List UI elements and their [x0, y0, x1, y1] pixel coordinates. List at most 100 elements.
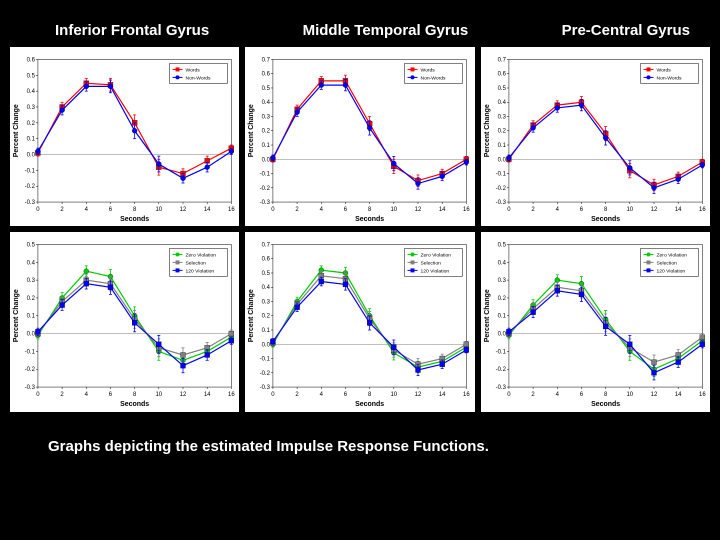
svg-text:4: 4 [320, 393, 324, 399]
svg-text:Percent Change: Percent Change [13, 104, 20, 157]
svg-text:Zero Violation: Zero Violation [421, 253, 452, 259]
svg-text:2: 2 [60, 393, 64, 399]
svg-text:16: 16 [228, 207, 235, 213]
svg-text:Seconds: Seconds [120, 401, 149, 408]
svg-text:Selection: Selection [656, 261, 677, 267]
svg-text:Zero Violation: Zero Violation [185, 253, 216, 259]
svg-text:0.3: 0.3 [27, 105, 36, 111]
svg-text:16: 16 [699, 393, 706, 399]
svg-text:0.0: 0.0 [262, 343, 271, 349]
svg-text:0.0: 0.0 [27, 332, 36, 338]
svg-text:Percent Change: Percent Change [484, 290, 491, 343]
svg-text:-0.2: -0.2 [495, 368, 506, 374]
panel-1-2: -0.3-0.2-0.10.00.10.20.30.40.50246810121… [481, 232, 710, 411]
svg-text:6: 6 [344, 207, 348, 213]
svg-text:0.4: 0.4 [27, 261, 36, 267]
svg-text:-0.2: -0.2 [25, 368, 36, 374]
svg-text:0.7: 0.7 [262, 243, 271, 249]
svg-text:0.3: 0.3 [262, 300, 271, 306]
svg-text:0.7: 0.7 [497, 57, 506, 63]
svg-text:14: 14 [204, 393, 211, 399]
svg-text:0: 0 [272, 393, 276, 399]
title-2: Middle Temporal Gyrus [303, 22, 469, 39]
svg-text:0.4: 0.4 [262, 286, 271, 292]
svg-text:10: 10 [391, 393, 398, 399]
svg-text:14: 14 [675, 393, 682, 399]
svg-text:Words: Words [185, 67, 200, 73]
svg-text:6: 6 [109, 393, 113, 399]
svg-text:4: 4 [555, 393, 559, 399]
svg-text:2: 2 [531, 207, 535, 213]
svg-text:-0.1: -0.1 [260, 172, 271, 178]
svg-text:0.6: 0.6 [262, 257, 271, 263]
svg-text:6: 6 [344, 393, 348, 399]
svg-text:Words: Words [421, 67, 436, 73]
svg-text:Percent Change: Percent Change [484, 104, 491, 157]
svg-text:-0.2: -0.2 [495, 186, 506, 192]
svg-text:12: 12 [415, 393, 422, 399]
panel-0-0: -0.3-0.2-0.10.00.10.20.30.40.50.60246810… [10, 47, 239, 226]
svg-text:-0.3: -0.3 [260, 386, 271, 392]
svg-text:Selection: Selection [185, 261, 206, 267]
svg-text:0.3: 0.3 [27, 279, 36, 285]
svg-text:10: 10 [155, 393, 162, 399]
svg-text:0.3: 0.3 [497, 114, 506, 120]
svg-text:-0.2: -0.2 [260, 186, 271, 192]
svg-text:Seconds: Seconds [355, 216, 384, 223]
svg-text:0.1: 0.1 [262, 328, 271, 334]
svg-text:6: 6 [109, 207, 113, 213]
svg-text:14: 14 [439, 393, 446, 399]
svg-text:0.2: 0.2 [262, 314, 271, 320]
svg-text:0.1: 0.1 [497, 143, 506, 149]
svg-text:2: 2 [60, 207, 64, 213]
svg-text:6: 6 [579, 393, 583, 399]
svg-text:8: 8 [368, 207, 372, 213]
svg-text:0.0: 0.0 [27, 153, 36, 159]
svg-text:0.7: 0.7 [262, 57, 271, 63]
svg-text:4: 4 [85, 393, 89, 399]
svg-text:2: 2 [531, 393, 535, 399]
svg-text:-0.2: -0.2 [260, 371, 271, 377]
svg-text:12: 12 [180, 393, 187, 399]
svg-text:14: 14 [204, 207, 211, 213]
svg-text:4: 4 [555, 207, 559, 213]
svg-text:0.4: 0.4 [497, 100, 506, 106]
svg-text:Non-Words: Non-Words [656, 75, 682, 81]
column-titles: Inferior Frontal Gyrus Middle Temporal G… [0, 0, 720, 47]
svg-text:0: 0 [507, 207, 511, 213]
svg-text:10: 10 [626, 393, 633, 399]
svg-text:0.1: 0.1 [27, 137, 36, 143]
panel-1-0: -0.3-0.2-0.10.00.10.20.30.40.50246810121… [10, 232, 239, 411]
svg-text:4: 4 [320, 207, 324, 213]
svg-text:0.2: 0.2 [497, 296, 506, 302]
svg-text:16: 16 [463, 207, 470, 213]
svg-text:0.3: 0.3 [262, 114, 271, 120]
panel-0-2: -0.3-0.2-0.10.00.10.20.30.40.50.60.70246… [481, 47, 710, 226]
svg-text:0: 0 [36, 393, 40, 399]
svg-text:0.2: 0.2 [497, 129, 506, 135]
svg-text:0.1: 0.1 [27, 314, 36, 320]
svg-text:0.2: 0.2 [27, 296, 36, 302]
svg-text:0.0: 0.0 [497, 332, 506, 338]
svg-text:-0.2: -0.2 [25, 184, 36, 190]
svg-text:Non-Words: Non-Words [421, 75, 447, 81]
svg-text:10: 10 [626, 207, 633, 213]
svg-text:0.5: 0.5 [497, 243, 506, 249]
svg-text:-0.1: -0.1 [495, 350, 506, 356]
title-1: Inferior Frontal Gyrus [55, 22, 209, 39]
svg-text:Seconds: Seconds [591, 216, 620, 223]
svg-text:14: 14 [439, 207, 446, 213]
svg-text:10: 10 [391, 207, 398, 213]
svg-text:0.4: 0.4 [497, 261, 506, 267]
svg-text:8: 8 [604, 207, 608, 213]
svg-text:10: 10 [155, 207, 162, 213]
svg-text:0.6: 0.6 [262, 72, 271, 78]
svg-text:12: 12 [415, 207, 422, 213]
svg-text:12: 12 [650, 207, 657, 213]
svg-text:0.5: 0.5 [497, 86, 506, 92]
svg-text:120 Violation: 120 Violation [421, 269, 450, 275]
svg-text:16: 16 [228, 393, 235, 399]
svg-text:-0.3: -0.3 [25, 386, 36, 392]
svg-text:Words: Words [656, 67, 671, 73]
svg-text:8: 8 [133, 393, 137, 399]
